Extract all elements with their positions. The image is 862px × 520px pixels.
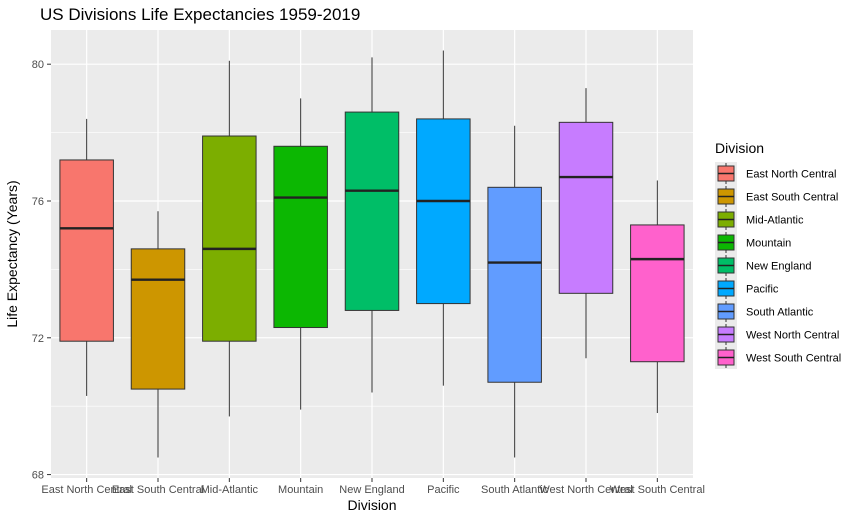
box-body: [558, 121, 614, 294]
box-west-south-central: [630, 180, 685, 414]
boxes: [59, 50, 685, 458]
box-body: [630, 224, 685, 363]
x-tick-label: South Atlantic: [481, 484, 549, 496]
box-body: [344, 111, 400, 311]
x-tick-label: East South Central: [112, 484, 204, 496]
y-tick-label: 68: [32, 470, 44, 482]
legend-label: Pacific: [746, 284, 779, 296]
legend: Division East North Central East South Ce…: [715, 140, 841, 369]
x-tick-label: East North Central: [41, 484, 131, 496]
x-tick-label: Pacific: [427, 484, 460, 496]
legend-label: West South Central: [746, 353, 841, 365]
legend-item-west-north-central: West North Central: [715, 323, 839, 346]
legend-label: East South Central: [746, 192, 838, 204]
legend-label: West North Central: [746, 330, 839, 342]
legend-label: Mid-Atlantic: [746, 215, 804, 227]
box-east-south-central: [130, 211, 186, 458]
legend-label: East North Central: [746, 169, 836, 181]
box-body: [273, 145, 328, 329]
legend-item-south-atlantic: South Atlantic: [715, 300, 814, 323]
y-axis-title: Life Expectancy (Years): [4, 180, 20, 327]
box-west-north-central: [558, 88, 614, 359]
box-south-atlantic: [487, 125, 542, 458]
legend-item-mid-atlantic: Mid-Atlantic: [715, 208, 804, 231]
box-body: [130, 248, 186, 390]
y-tick-label: 72: [32, 333, 44, 345]
legend-item-west-south-central: West South Central: [715, 346, 841, 369]
chart-title: US Divisions Life Expectancies 1959-2019: [40, 5, 360, 24]
legend-label: South Atlantic: [746, 307, 814, 319]
box-body: [59, 159, 114, 342]
legend-item-east-north-central: East North Central: [715, 162, 836, 185]
legend-label: New England: [746, 261, 811, 273]
x-tick-label: New England: [339, 484, 404, 496]
x-tick-label: Mountain: [278, 484, 323, 496]
x-tick-label: West South Central: [610, 484, 705, 496]
box-new-england: [344, 57, 400, 393]
y-tick-label: 80: [32, 59, 44, 71]
box-pacific: [416, 50, 471, 386]
legend-label: Mountain: [746, 238, 791, 250]
x-axis-title: Division: [347, 497, 396, 513]
y-tick-label: 76: [32, 196, 44, 208]
box-body: [202, 135, 257, 342]
legend-title: Division: [715, 140, 764, 156]
y-axis: 68 72 76 80: [32, 59, 51, 482]
box-body: [416, 118, 471, 305]
x-tick-label: Mid-Atlantic: [201, 484, 259, 496]
legend-item-east-south-central: East South Central: [715, 185, 838, 208]
legend-item-new-england: New England: [715, 254, 811, 277]
box-east-north-central: [59, 118, 114, 396]
box-body: [487, 186, 542, 383]
box-mountain: [273, 98, 328, 410]
legend-item-mountain: Mountain: [715, 231, 791, 254]
box-mid-atlantic: [202, 60, 257, 417]
legend-item-pacific: Pacific: [715, 277, 779, 300]
x-tick-label: West North Central: [539, 484, 632, 496]
